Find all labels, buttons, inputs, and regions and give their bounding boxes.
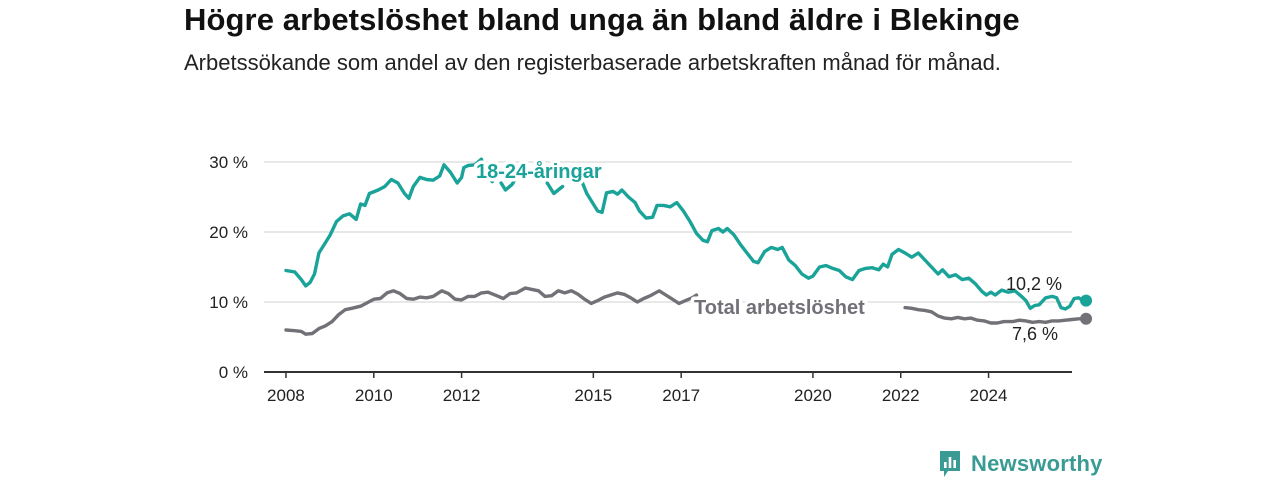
series-label-total-halo: Total arbetslöshet — [694, 297, 865, 319]
series-line-youth — [499, 179, 516, 192]
x-tick-label: 2010 — [355, 386, 393, 405]
chart-title: Högre arbetslöshet bland unga än bland ä… — [184, 2, 1020, 37]
x-axis: 0 % 10 % 20 % 30 % 2008 2010 2012 2015 2017 2020 2… — [209, 153, 1072, 405]
x-tick-label: 2017 — [662, 386, 700, 405]
x-tick-label: 2024 — [970, 386, 1008, 405]
x-tick-label: 2015 — [574, 386, 612, 405]
series-lines — [284, 157, 1093, 336]
end-value-youth: 10,2 % — [1006, 274, 1062, 294]
y-tick-label: 10 % — [209, 293, 248, 312]
x-tick-label: 2012 — [443, 386, 481, 405]
line-chart: 0 % 10 % 20 % 30 % 2008 2010 2012 2015 2017 2020 2… — [209, 153, 1093, 405]
x-tick-label: 2008 — [267, 386, 305, 405]
end-value-total: 7,6 % — [1012, 324, 1058, 344]
series-line-total — [903, 305, 1088, 325]
x-tick-label: 2022 — [882, 386, 920, 405]
series-line-youth — [578, 175, 1088, 311]
series-label-youth: 18-24-åringar — [476, 160, 602, 183]
series-end-point — [1080, 294, 1093, 307]
gridlines — [264, 161, 1072, 303]
series-label-youth-halo: 18-24-åringar — [476, 160, 602, 183]
y-tick-label: 0 % — [219, 363, 248, 382]
chart-subtitle: Arbetssökande som andel av den registerb… — [184, 50, 1001, 75]
y-tick-label: 20 % — [209, 223, 248, 242]
series-line-youth — [284, 157, 494, 288]
brand-name: Newsworthy — [971, 451, 1103, 476]
newsworthy-brand: Newsworthy — [938, 449, 1103, 479]
series-end-point — [1080, 312, 1093, 325]
series-line-total — [284, 286, 699, 336]
x-tick-label: 2020 — [794, 386, 832, 405]
series-label-total: Total arbetslöshet — [694, 297, 865, 319]
y-tick-label: 30 % — [209, 153, 248, 172]
series-line-youth — [545, 181, 565, 196]
newsworthy-logo-icon — [940, 451, 960, 477]
